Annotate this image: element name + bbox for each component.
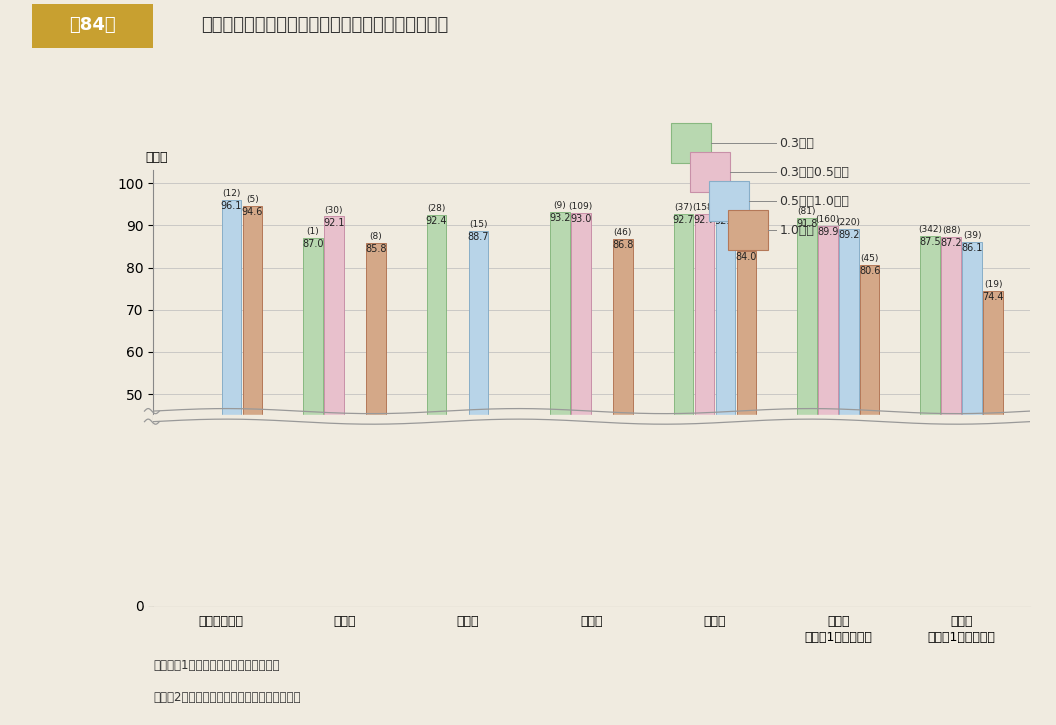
Text: 85.8: 85.8 — [365, 244, 386, 254]
Text: 74.4: 74.4 — [982, 292, 1004, 302]
Bar — [921, 236, 940, 605]
Bar — [303, 238, 323, 605]
Bar — [860, 265, 880, 605]
Text: 86.1: 86.1 — [962, 243, 983, 253]
Text: (220): (220) — [836, 218, 861, 227]
Text: (39): (39) — [963, 231, 981, 240]
Bar — [797, 218, 816, 605]
Text: (19): (19) — [984, 281, 1002, 289]
Bar — [736, 251, 756, 605]
Text: (88): (88) — [942, 226, 961, 236]
Bar — [324, 216, 344, 605]
Text: (81): (81) — [797, 207, 816, 216]
Text: 87.0: 87.0 — [302, 239, 324, 249]
Text: (5): (5) — [246, 195, 259, 204]
Text: 0.5以上1.0未満: 0.5以上1.0未満 — [779, 195, 849, 207]
Bar — [469, 231, 488, 605]
Text: 0.3未満: 0.3未満 — [779, 137, 814, 149]
Text: 92.7: 92.7 — [673, 215, 694, 225]
Bar — [838, 228, 859, 605]
Text: (45): (45) — [861, 254, 879, 263]
Text: 89.9: 89.9 — [817, 227, 838, 237]
Text: (1): (1) — [306, 227, 319, 236]
Text: 第84図: 第84図 — [69, 16, 116, 34]
Text: (9): (9) — [553, 201, 566, 210]
Text: (8): (8) — [370, 232, 382, 241]
Bar — [983, 291, 1003, 605]
Text: 91.8: 91.8 — [796, 219, 817, 229]
Bar — [153, 415, 1017, 605]
Text: (46): (46) — [614, 228, 633, 237]
Text: (28): (28) — [428, 204, 446, 213]
Text: 93.2: 93.2 — [549, 213, 570, 223]
Bar — [427, 215, 447, 605]
Text: 2　（　）内の数値は、団体数である。: 2 （ ）内の数値は、団体数である。 — [153, 692, 301, 704]
Text: 84.0: 84.0 — [736, 252, 757, 262]
Text: (158): (158) — [692, 203, 716, 212]
Text: 92.4: 92.4 — [426, 216, 447, 226]
Text: 0.3以上0.5未満: 0.3以上0.5未満 — [779, 166, 849, 178]
Text: 88.7: 88.7 — [468, 232, 489, 242]
Text: (39): (39) — [737, 240, 755, 249]
Bar — [962, 241, 982, 605]
Bar — [243, 206, 262, 605]
Text: (30): (30) — [325, 206, 343, 215]
Text: 96.1: 96.1 — [221, 201, 242, 211]
Text: （注）　1　比率は、加重平均である。: （注） 1 比率は、加重平均である。 — [153, 658, 280, 671]
Text: 94.6: 94.6 — [242, 207, 263, 217]
Bar — [614, 239, 633, 605]
Text: (37): (37) — [674, 203, 693, 212]
Text: (15): (15) — [469, 220, 488, 229]
Text: 団体規模別財政力指数段階別の経常収支比率の状況: 団体規模別財政力指数段階別の経常収支比率の状況 — [201, 16, 448, 34]
Text: 80.6: 80.6 — [859, 266, 881, 276]
Text: 87.2: 87.2 — [941, 239, 962, 249]
Text: 1.0以上: 1.0以上 — [779, 224, 814, 236]
Text: 92.7: 92.7 — [694, 215, 715, 225]
Text: (286): (286) — [713, 204, 737, 212]
Text: (342): (342) — [919, 225, 942, 234]
Text: 89.2: 89.2 — [838, 230, 860, 240]
Text: (109): (109) — [569, 202, 593, 211]
Text: 86.8: 86.8 — [612, 240, 634, 250]
FancyBboxPatch shape — [32, 4, 153, 48]
Text: 92.1: 92.1 — [323, 218, 344, 228]
Bar — [550, 212, 569, 605]
Text: 92.6: 92.6 — [715, 215, 736, 225]
Bar — [222, 199, 241, 605]
Bar — [674, 214, 693, 605]
Text: 87.5: 87.5 — [920, 237, 941, 247]
Text: (12): (12) — [223, 188, 241, 198]
Text: (160): (160) — [815, 215, 840, 224]
Text: 93.0: 93.0 — [570, 214, 591, 224]
Bar — [716, 215, 735, 605]
Bar — [695, 214, 714, 605]
Bar — [818, 225, 837, 605]
Bar — [942, 237, 961, 605]
Bar — [366, 243, 385, 605]
Bar — [571, 212, 590, 605]
Text: （％）: （％） — [146, 151, 168, 164]
Bar — [145, 426, 1034, 605]
